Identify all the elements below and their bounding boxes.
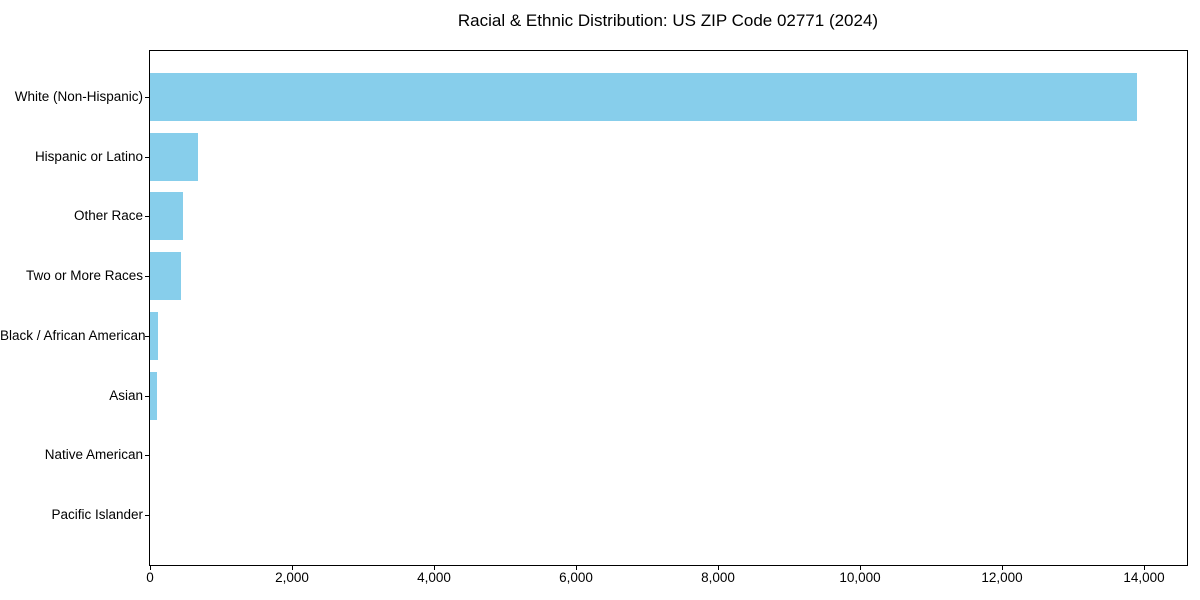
- y-axis-label-two-or-more-races: Two or More Races: [25, 268, 143, 283]
- y-tick-mark: [145, 336, 149, 337]
- y-axis-label-white-non-hispanic: White (Non-Hispanic): [14, 89, 143, 104]
- x-axis-label-6000: 6,000: [559, 570, 593, 585]
- bar-white-non-hispanic: [150, 73, 1137, 121]
- y-tick-mark: [145, 455, 149, 456]
- y-tick-mark: [145, 396, 149, 397]
- y-tick-mark: [145, 276, 149, 277]
- x-tick-mark: [576, 566, 577, 570]
- chart-title: Racial & Ethnic Distribution: US ZIP Cod…: [457, 11, 879, 30]
- plot-area: [149, 50, 1188, 566]
- x-axis-label-2000: 2,000: [275, 570, 309, 585]
- y-axis-label-native-american: Native American: [44, 447, 143, 462]
- bar-black-african-american: [150, 311, 159, 360]
- x-tick-mark: [434, 566, 435, 570]
- y-axis-label-asian: Asian: [109, 388, 143, 403]
- y-axis-label-pacific-islander: Pacific Islander: [51, 507, 143, 522]
- y-tick-mark: [145, 97, 149, 98]
- x-tick-mark: [292, 566, 293, 570]
- bar-two-or-more-races: [150, 252, 181, 301]
- x-axis-label-12000: 12,000: [981, 570, 1023, 585]
- x-tick-mark: [860, 566, 861, 570]
- y-axis-label-black-african-american: Black / African American: [0, 328, 146, 343]
- x-tick-mark: [1144, 566, 1145, 570]
- x-axis-label-14000: 14,000: [1123, 570, 1165, 585]
- bar-other-race: [150, 192, 183, 241]
- y-tick-mark: [145, 216, 149, 217]
- x-tick-mark: [718, 566, 719, 570]
- x-tick-mark: [150, 566, 151, 570]
- y-tick-mark: [145, 157, 149, 158]
- x-axis-label-4000: 4,000: [417, 570, 451, 585]
- y-tick-mark: [145, 515, 149, 516]
- bar-asian: [150, 371, 158, 420]
- y-axis-label-hispanic-or-latino: Hispanic or Latino: [34, 149, 143, 164]
- x-tick-mark: [1002, 566, 1003, 570]
- x-axis-label-10000: 10,000: [839, 570, 881, 585]
- bar-hispanic-or-latino: [150, 132, 198, 181]
- x-axis-label-8000: 8,000: [701, 570, 735, 585]
- y-axis-label-other-race: Other Race: [73, 208, 143, 223]
- x-axis-label-0: 0: [146, 570, 154, 585]
